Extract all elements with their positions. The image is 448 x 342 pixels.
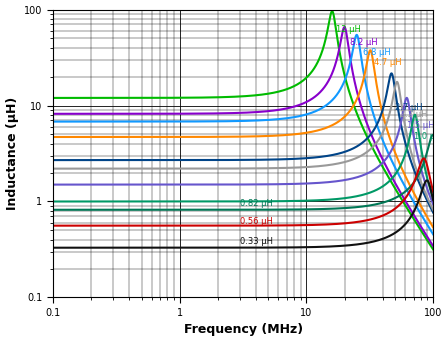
- Text: 1.5 μH: 1.5 μH: [407, 121, 435, 130]
- Text: 1.0 μH: 1.0 μH: [414, 132, 441, 141]
- X-axis label: Frequency (MHz): Frequency (MHz): [184, 324, 303, 337]
- Text: 0.33 μH: 0.33 μH: [240, 237, 273, 246]
- Text: 0.82 μH: 0.82 μH: [240, 199, 273, 208]
- Text: 4.7 μH: 4.7 μH: [374, 58, 401, 67]
- Text: 8.2 μH: 8.2 μH: [350, 38, 378, 47]
- Text: 0.56 μH: 0.56 μH: [240, 217, 273, 226]
- Text: 6.8 μH: 6.8 μH: [363, 48, 391, 57]
- Text: 12 μH: 12 μH: [336, 25, 361, 34]
- Y-axis label: Inductance (μH): Inductance (μH): [5, 97, 18, 210]
- Text: 2.7 μH: 2.7 μH: [395, 103, 423, 112]
- Text: 2.2 μH: 2.2 μH: [401, 110, 428, 119]
